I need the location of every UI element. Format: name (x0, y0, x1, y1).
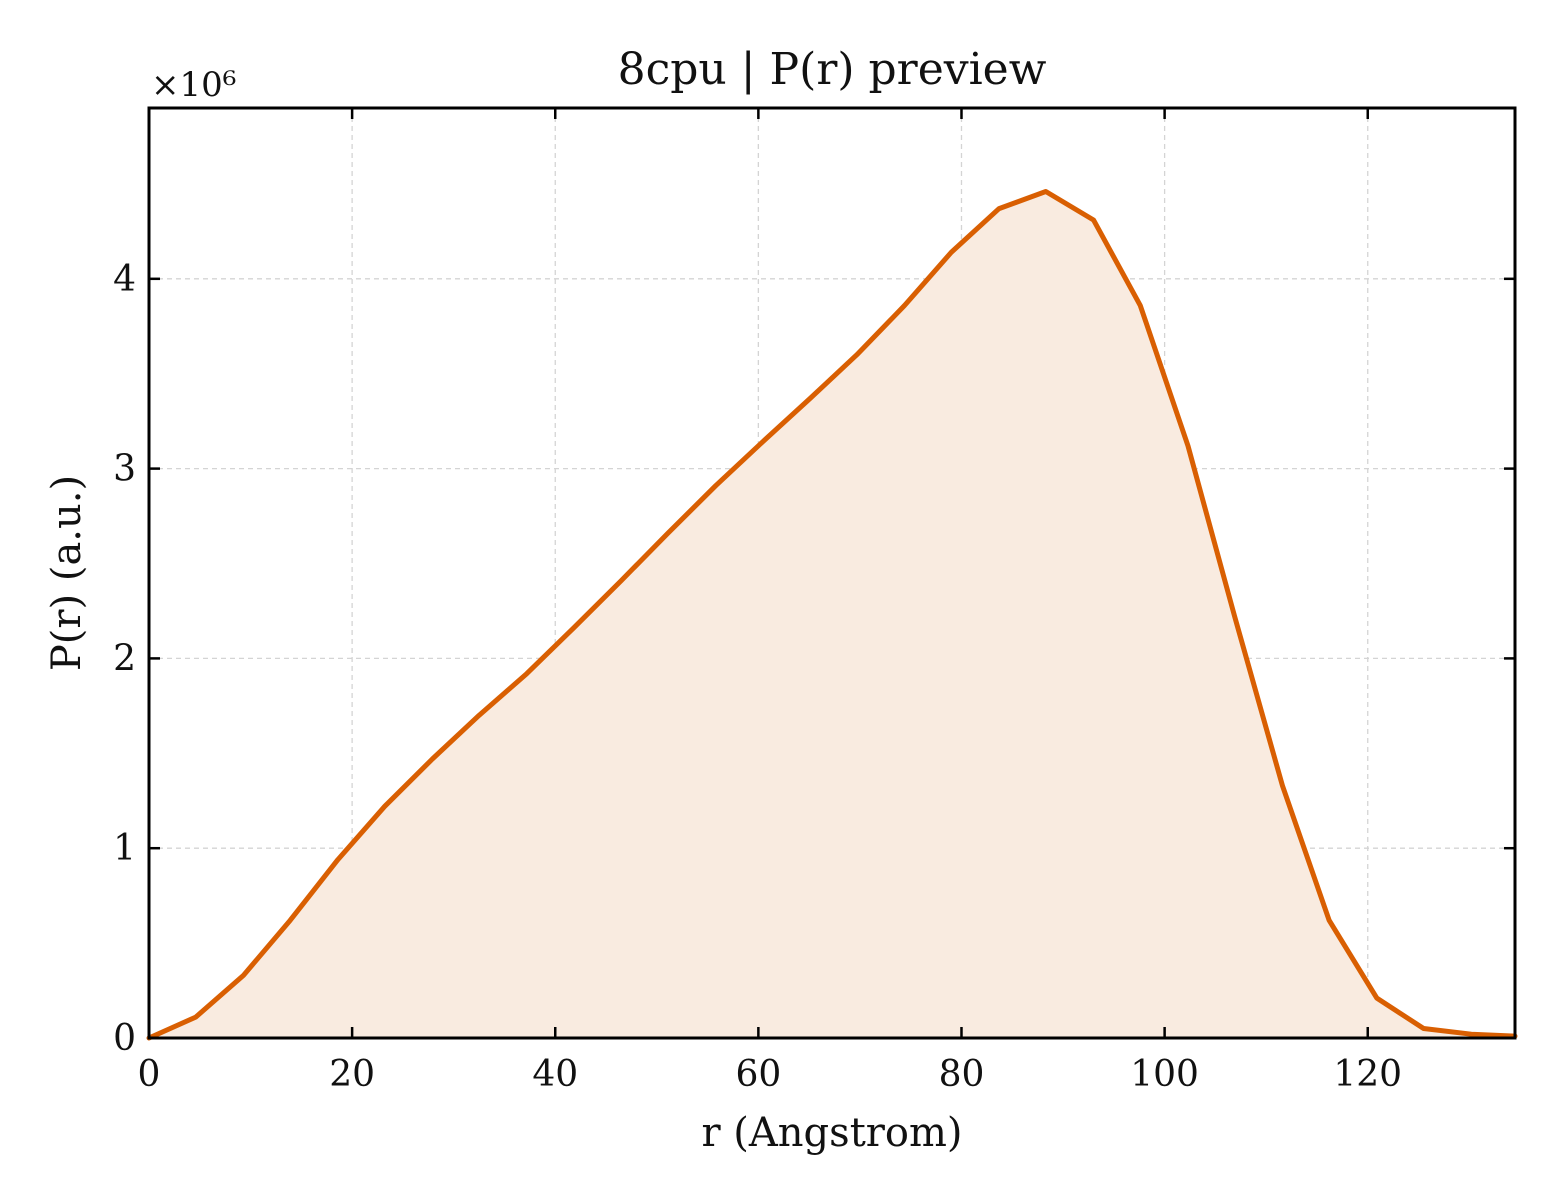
x-tick-label: 100 (1130, 1054, 1199, 1095)
x-tick-label: 60 (735, 1054, 781, 1095)
chart-title: 8cpu | P(r) preview (618, 44, 1047, 95)
y-axis-scale-multiplier: ×10⁶ (151, 65, 236, 105)
y-tick-label: 0 (113, 1018, 136, 1059)
x-tick-label: 20 (329, 1054, 375, 1095)
series-layer (146, 189, 1518, 1041)
x-tick-label: 120 (1333, 1054, 1402, 1095)
tick-labels: 0 20 40 60 80 100 120 0 1 2 3 4 (113, 259, 1402, 1095)
y-tick-label: 2 (113, 638, 136, 679)
y-tick-label: 4 (113, 259, 136, 300)
tick-marks (147, 108, 1515, 1040)
x-tick-label: 40 (532, 1054, 578, 1095)
x-tick-label: 0 (138, 1054, 161, 1095)
y-tick-label: 1 (113, 828, 136, 869)
y-axis-label: P(r) (a.u.) (44, 475, 90, 671)
series-line (146, 189, 1518, 1041)
series-area-fill (149, 191, 1515, 1038)
x-axis-label: r (Angstrom) (701, 1110, 962, 1156)
plot-frame (147, 106, 1517, 1040)
x-tick-label: 80 (939, 1054, 985, 1095)
y-tick-label: 3 (113, 449, 136, 490)
